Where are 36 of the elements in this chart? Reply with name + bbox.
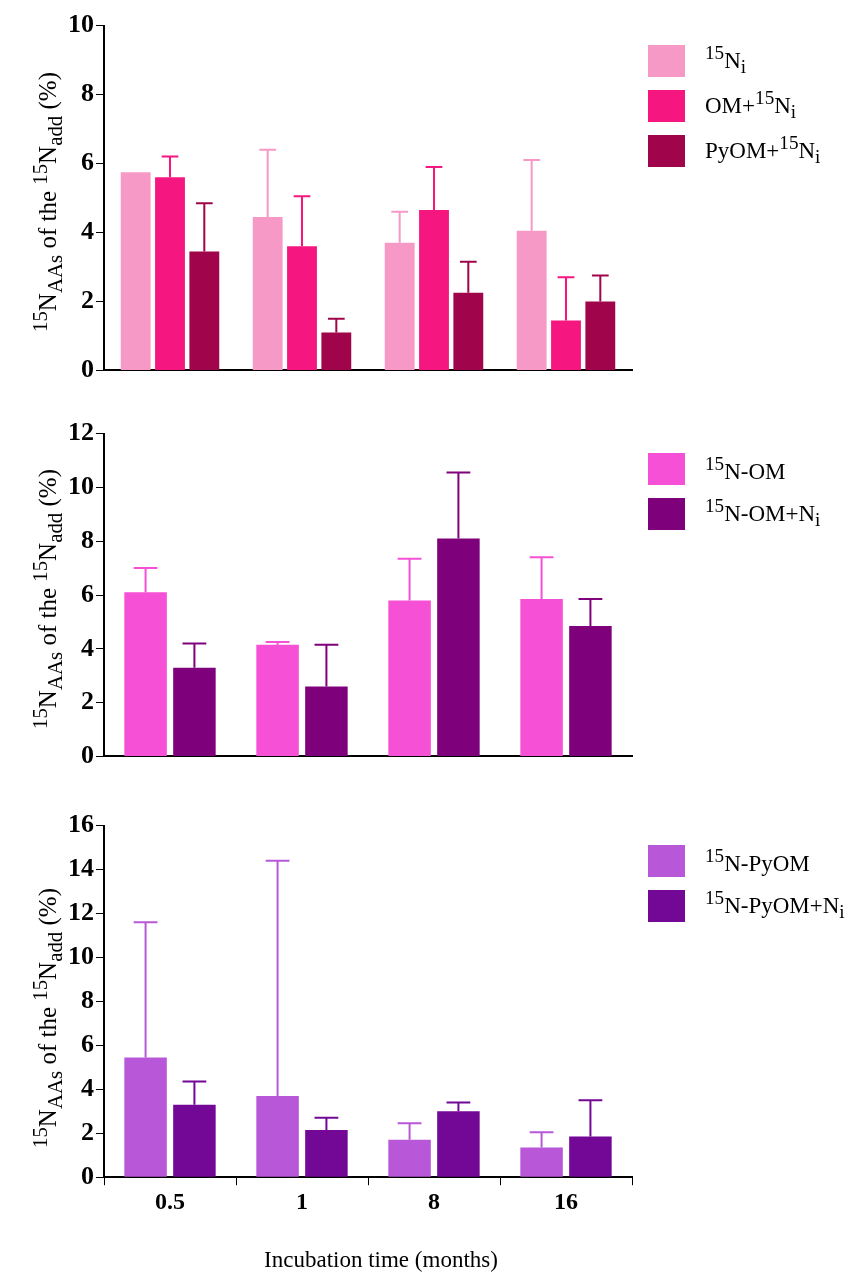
y-tick-label: 6 xyxy=(81,1029,94,1059)
y-tick-label: 0 xyxy=(81,1160,94,1190)
y-tick-label: 12 xyxy=(68,897,94,927)
y-tick-label: 8 xyxy=(81,78,94,108)
y-tick-label: 10 xyxy=(68,471,94,501)
y-tick-label: 6 xyxy=(81,147,94,177)
legend-label: $^{15}$N-OM+N$_{i}$ xyxy=(705,495,821,532)
legend-label: $^{15}$N-PyOM+N$_{i}$ xyxy=(705,887,845,924)
y-tick-label: 16 xyxy=(68,809,94,839)
x-tick-label: 0.5 xyxy=(155,1187,185,1214)
y-tick-label: 4 xyxy=(81,632,94,662)
y-tick-label: 10 xyxy=(68,9,94,39)
legend-label: $^{15}$N$_{i}$ xyxy=(705,42,747,79)
y-tick-label: 12 xyxy=(68,417,94,447)
legend-label: OM+$^{15}$N$_{i}$ xyxy=(705,87,797,124)
legend-label: $^{15}$N-PyOM xyxy=(705,844,810,877)
legend-label: PyOM+$^{15}$N$_{i}$ xyxy=(705,132,821,169)
x-tick-label: 1 xyxy=(296,1187,308,1214)
y-tick-label: 14 xyxy=(68,853,94,883)
y-tick-label: 8 xyxy=(81,524,94,554)
y-tick-label: 0 xyxy=(81,354,94,384)
y-tick-label: 8 xyxy=(81,985,94,1015)
y-tick-label: 10 xyxy=(68,941,94,971)
x-tick-label: 16 xyxy=(554,1187,578,1214)
bar xyxy=(120,172,151,370)
y-tick-label: 2 xyxy=(81,1116,94,1146)
x-axis-title: Incubation time (months) xyxy=(263,1247,499,1273)
y-tick-label: 2 xyxy=(81,285,94,315)
y-tick-label: 4 xyxy=(81,216,94,246)
y-tick-label: 4 xyxy=(81,1073,94,1103)
bar xyxy=(256,644,299,756)
legend-label: $^{15}$N-OM xyxy=(705,452,786,485)
y-tick-label: 0 xyxy=(81,740,94,770)
y-tick-label: 6 xyxy=(81,578,94,608)
y-tick-label: 2 xyxy=(81,686,94,716)
x-tick-label: 8 xyxy=(428,1187,440,1214)
